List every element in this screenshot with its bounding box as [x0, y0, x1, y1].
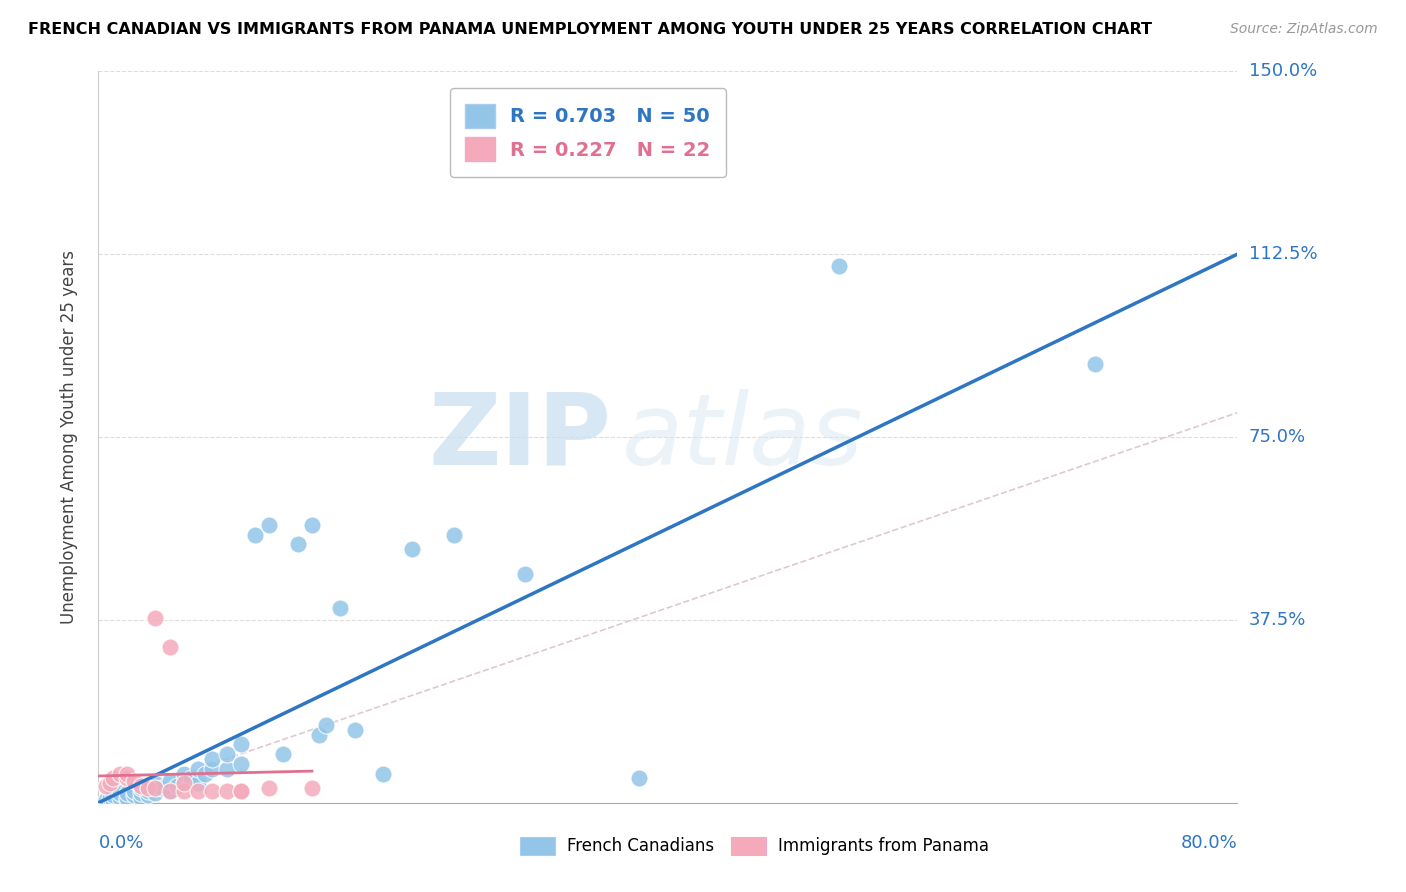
Point — [129, 781, 152, 796]
Point — [115, 793, 138, 807]
Point — [145, 781, 167, 796]
Point — [122, 773, 145, 788]
Point — [194, 766, 217, 780]
Point — [229, 783, 252, 797]
Point — [1084, 357, 1107, 371]
Point — [215, 783, 238, 797]
Point — [401, 542, 423, 557]
Text: FRENCH CANADIAN VS IMMIGRANTS FROM PANAMA UNEMPLOYMENT AMONG YOUTH UNDER 25 YEAR: FRENCH CANADIAN VS IMMIGRANTS FROM PANAM… — [28, 22, 1152, 37]
Point — [94, 793, 117, 807]
Point — [828, 260, 851, 274]
Point — [108, 791, 131, 805]
Point — [108, 786, 131, 800]
Point — [201, 783, 224, 797]
Point — [301, 781, 323, 796]
Point — [229, 756, 252, 771]
Text: 0.0%: 0.0% — [98, 835, 143, 853]
Text: 75.0%: 75.0% — [1249, 428, 1306, 446]
Point — [145, 776, 167, 790]
Point — [301, 517, 323, 532]
Point — [129, 779, 152, 793]
Legend: R = 0.703   N = 50, R = 0.227   N = 22: R = 0.703 N = 50, R = 0.227 N = 22 — [450, 88, 725, 177]
Point — [166, 779, 188, 793]
Point — [443, 527, 465, 541]
Point — [243, 527, 266, 541]
Point — [98, 791, 121, 805]
Point — [136, 781, 159, 796]
Point — [159, 783, 181, 797]
Point — [201, 762, 224, 776]
Point — [259, 781, 281, 796]
Point — [215, 747, 238, 761]
Point — [136, 783, 159, 797]
Text: Source: ZipAtlas.com: Source: ZipAtlas.com — [1230, 22, 1378, 37]
Point — [180, 772, 202, 786]
Point — [308, 727, 330, 741]
Point — [173, 776, 195, 790]
Text: 37.5%: 37.5% — [1249, 611, 1306, 629]
Point — [159, 640, 181, 654]
Point — [373, 766, 395, 780]
Point — [229, 783, 252, 797]
Point — [229, 737, 252, 751]
Point — [108, 766, 131, 780]
Point — [129, 791, 152, 805]
Point — [215, 762, 238, 776]
Point — [145, 786, 167, 800]
Point — [159, 773, 181, 788]
Point — [115, 786, 138, 800]
Point — [329, 600, 352, 615]
Point — [187, 776, 209, 790]
Point — [201, 752, 224, 766]
Point — [98, 776, 121, 790]
Point — [343, 723, 366, 737]
Point — [315, 718, 337, 732]
Text: 150.0%: 150.0% — [1249, 62, 1317, 80]
Point — [101, 793, 124, 807]
Point — [173, 783, 195, 797]
Text: ZIP: ZIP — [427, 389, 612, 485]
Point — [115, 766, 138, 780]
Point — [122, 783, 145, 797]
Point — [173, 776, 195, 790]
Point — [515, 566, 537, 581]
Point — [101, 772, 124, 786]
Y-axis label: Unemployment Among Youth under 25 years: Unemployment Among Youth under 25 years — [59, 250, 77, 624]
Point — [101, 789, 124, 803]
Point — [187, 762, 209, 776]
Point — [129, 786, 152, 800]
Point — [173, 766, 195, 780]
Text: Immigrants from Panama: Immigrants from Panama — [778, 837, 988, 855]
Text: 112.5%: 112.5% — [1249, 245, 1317, 263]
Point — [273, 747, 295, 761]
Point — [187, 783, 209, 797]
Point — [628, 772, 651, 786]
Point — [145, 610, 167, 624]
Point — [115, 791, 138, 805]
Point — [136, 789, 159, 803]
Text: atlas: atlas — [623, 389, 863, 485]
Point — [152, 781, 174, 796]
Point — [94, 779, 117, 793]
Point — [159, 783, 181, 797]
Text: 80.0%: 80.0% — [1181, 835, 1237, 853]
Point — [122, 789, 145, 803]
Point — [259, 517, 281, 532]
Point — [115, 772, 138, 786]
Text: French Canadians: French Canadians — [567, 837, 714, 855]
Point — [287, 537, 309, 551]
